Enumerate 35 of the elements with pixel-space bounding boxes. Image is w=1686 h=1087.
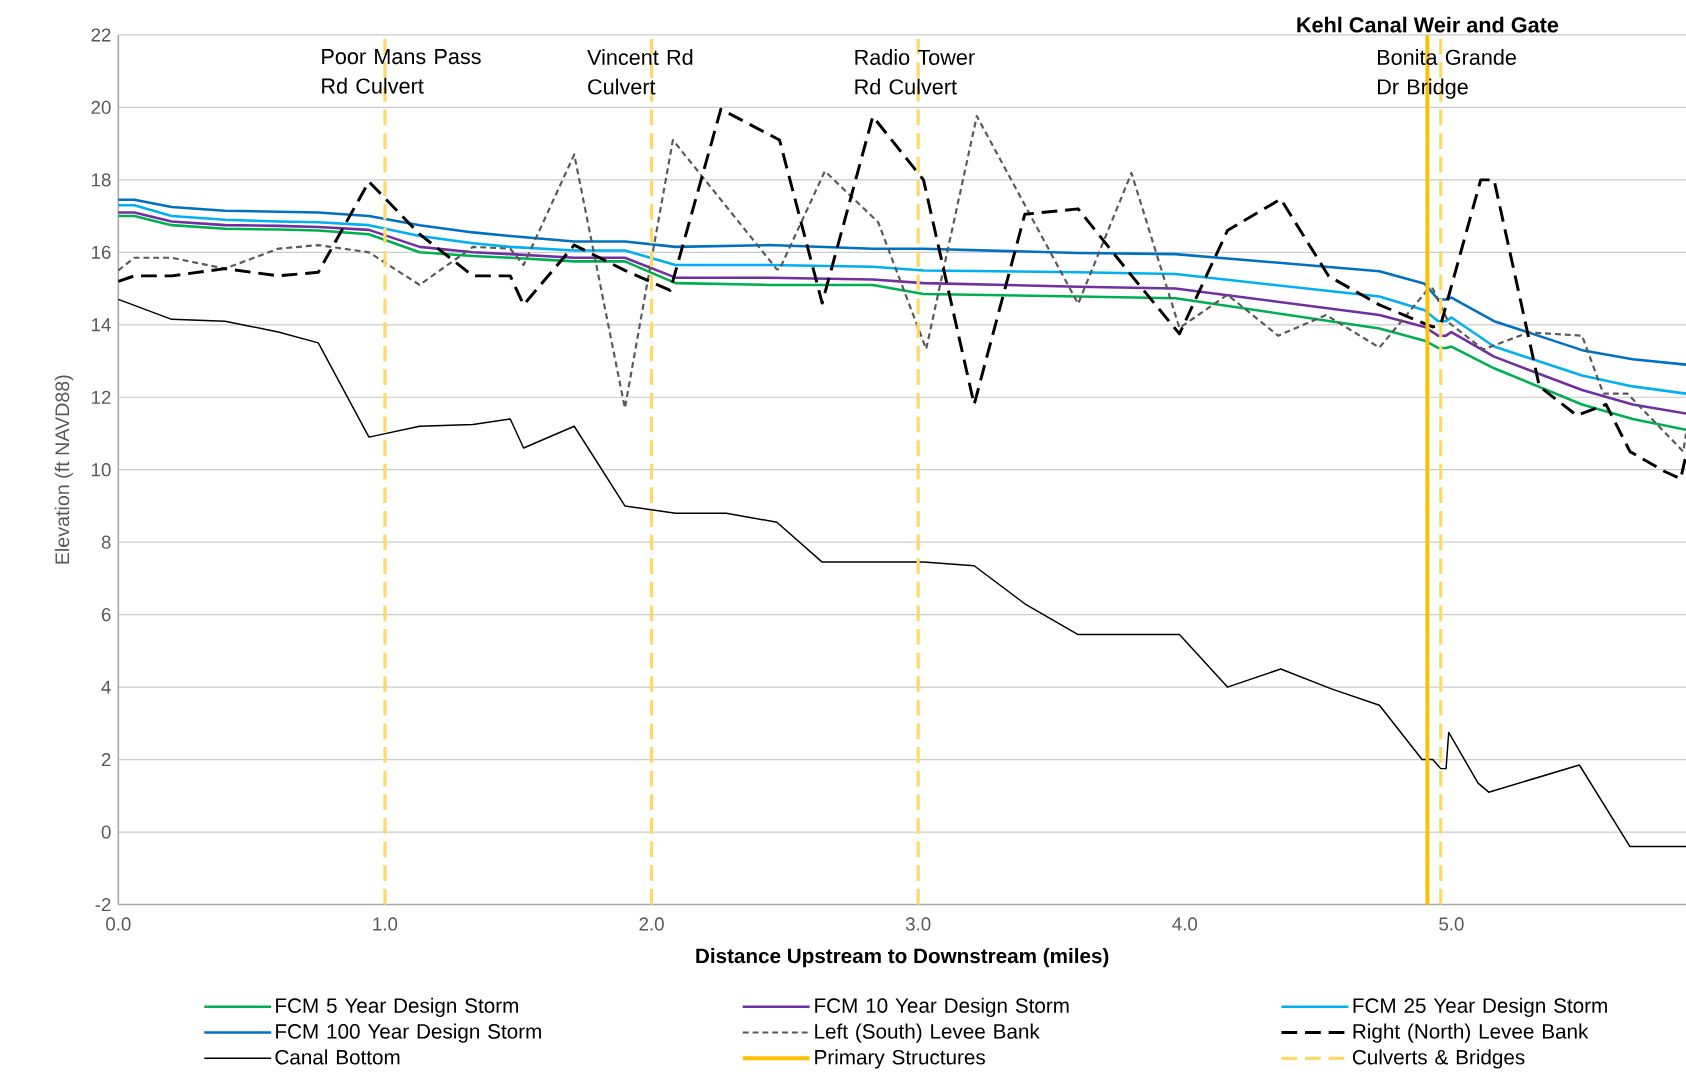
y-tick-label: 14 [92,318,111,332]
legend-label: Right (North) Levee Bank [1353,1023,1589,1043]
ref-line-label: Radio Tower Rd Culvert [855,49,975,95]
legend-label: Left (South) Levee Bank [815,1023,1040,1043]
y-tick-label: 8 [101,535,111,549]
y-tick-label: 2 [101,753,111,767]
legend-label: FCM 25 Year Design Storm [1353,997,1607,1017]
x-axis-title: Distance Upstream to Downstream (miles) [696,947,1109,968]
x-tick-label: 3.0 [905,917,931,931]
y-tick-label: 20 [91,100,111,114]
line-series [117,198,1686,366]
y-tick-label: 0 [101,825,111,839]
ref-line-label: Vincent Rd Culvert [587,49,693,95]
x-tick-label: 1.0 [373,917,398,931]
text: Culverts & Bridges [1352,1049,1525,1069]
legend-label: FCM 5 Year Design Storm [276,997,518,1017]
y-tick-label: 4 [101,680,111,694]
y-tick-label: 18 [92,173,111,187]
y-tick-label: 16 [92,245,111,259]
text: Primary Structures [815,1049,985,1069]
x-tick-label: 2.0 [639,917,664,931]
ref-line-label: Poor Mans Pass Rd Culvert [322,49,481,94]
y-axis-title: Elevation (ft NAVD88) [54,375,74,564]
x-tick-label: 4.0 [1172,917,1198,931]
y-tick-label: 22 [91,28,111,42]
y-tick-label: 12 [92,390,111,404]
y-tick-label: 10 [92,463,111,477]
x-tick-label: 5.0 [1439,917,1464,931]
legend-label: FCM 100 Year Design Storm [276,1023,541,1043]
x-tick-label: 0.0 [106,917,131,931]
legend-label: Canal Bottom [275,1049,400,1065]
y-tick-label: -2 [95,897,111,911]
ref-line-label: Kehl Canal Weir and Gate [1297,16,1559,33]
legend-label: FCM 10 Year Design Storm [815,997,1069,1017]
y-tick-label: 6 [101,607,111,622]
